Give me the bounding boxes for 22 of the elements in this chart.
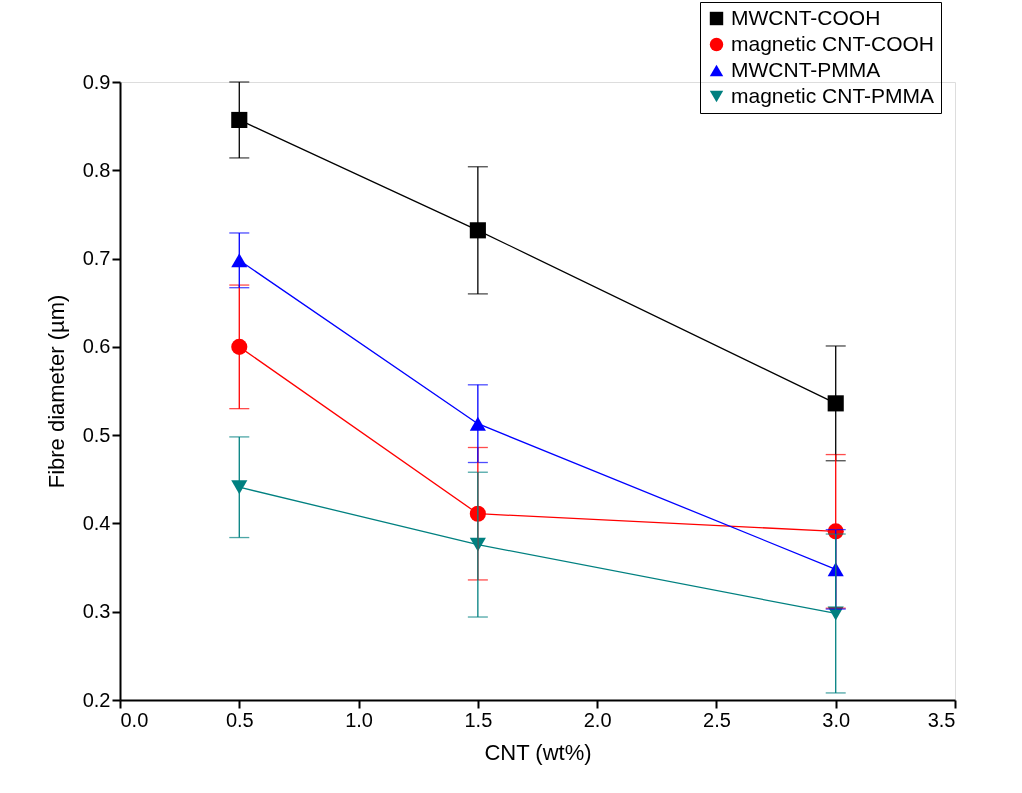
x-tick-label: 1.0 [345,708,373,731]
y-tick-label: 0.7 [82,247,111,270]
y-tick-label: 0.9 [82,70,111,93]
x-axis-title: CNT (wt%) [484,739,592,765]
legend-label: MWCNT-PMMA [731,57,881,81]
x-tick-label: 1.5 [464,708,493,731]
y-tick-label: 0.5 [82,423,111,446]
legend-label: MWCNT-COOH [731,5,881,29]
y-tick-label: 0.4 [82,511,111,534]
x-tick-label: 3.0 [822,708,851,731]
y-tick-label: 0.8 [82,158,111,181]
x-tick-label: 2.5 [703,708,731,731]
x-tick-label: 2.0 [583,708,612,731]
legend-label: magnetic CNT-PMMA [731,83,935,107]
y-tick-label: 0.2 [82,688,111,711]
x-tick-label: 3.5 [927,708,956,731]
legend-label: magnetic CNT-COOH [731,31,935,55]
x-tick-label: 0.5 [225,708,254,731]
y-tick-label: 0.6 [82,335,111,358]
x-tick-label: 0.0 [120,708,149,731]
y-axis-title: Fibre diameter (µm) [43,294,69,489]
y-tick-label: 0.3 [82,600,111,623]
